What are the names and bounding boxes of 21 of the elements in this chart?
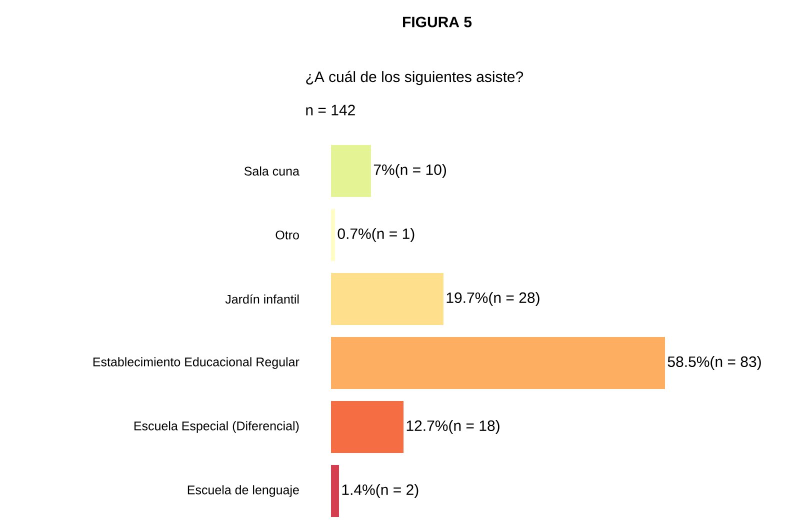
data-label: 12.7%(n = 18) bbox=[406, 420, 500, 434]
data-label: 58.5%(n = 83) bbox=[668, 356, 761, 370]
y-tick-label: Escuela de lenguaje bbox=[188, 485, 299, 497]
bar bbox=[331, 401, 404, 454]
bar bbox=[331, 209, 335, 262]
bar bbox=[331, 465, 339, 518]
y-tick-label: Otro bbox=[276, 230, 299, 240]
bar bbox=[331, 273, 444, 326]
data-label: 1.4%(n = 2) bbox=[342, 484, 418, 498]
bar bbox=[331, 337, 665, 390]
y-tick-label: Jardín infantil bbox=[225, 294, 299, 304]
data-label: 0.7%(n = 1) bbox=[338, 228, 414, 242]
data-label: 7%(n = 10) bbox=[374, 164, 446, 178]
chart-title: FIGURA 5 bbox=[403, 16, 472, 28]
y-tick-label: Establecimiento Educacional Regular bbox=[93, 357, 300, 369]
chart-subtitle: ¿A cuál de los siguientes asiste? bbox=[306, 70, 524, 86]
bar bbox=[331, 145, 371, 198]
y-tick-label: Sala cuna bbox=[244, 166, 300, 176]
text: n = 142 bbox=[306, 104, 355, 116]
data-label: 19.7%(n = 28) bbox=[446, 292, 540, 306]
y-tick-label: Escuela Especial (Diferencial) bbox=[134, 421, 299, 433]
